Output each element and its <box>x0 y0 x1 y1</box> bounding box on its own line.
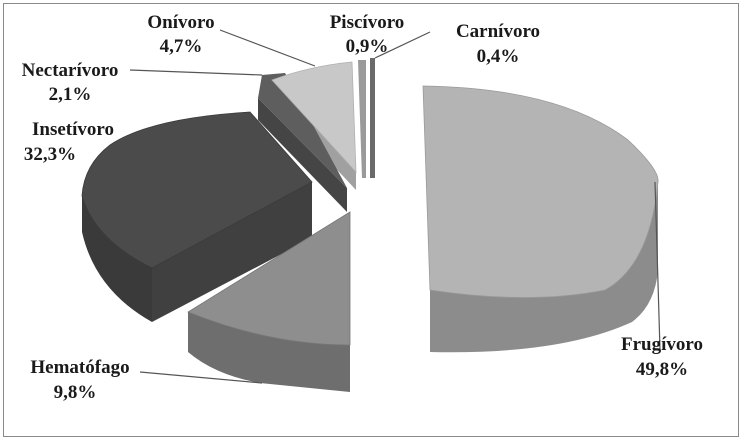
slice-tops <box>81 58 659 346</box>
label-value-nectarivoro: 2,1% <box>49 84 92 105</box>
leader-lines <box>129 29 661 384</box>
leader-onivoro <box>219 29 316 67</box>
label-name-frugivoro: Frugívoro <box>621 334 703 355</box>
label-name-insetivoro: Insetívoro <box>32 119 114 140</box>
leader-hematofago <box>139 371 263 384</box>
label-value-piscivoro: 0,9% <box>346 36 389 57</box>
label-value-onivoro: 4,7% <box>160 36 203 57</box>
slice-side-insetivoro-front <box>152 182 312 322</box>
slice-hematofago <box>187 211 351 346</box>
slice-carnivoro <box>370 58 375 178</box>
slice-insetivoro <box>81 111 313 269</box>
label-value-frugivoro: 49,8% <box>636 359 688 380</box>
slice-piscivoro <box>358 60 366 178</box>
label-value-hematofago: 9,8% <box>54 382 97 403</box>
label-name-carnivoro: Carnívoro <box>456 21 540 42</box>
label-value-insetivoro: 32,3% <box>24 144 76 165</box>
label-name-hematofago: Hematófago <box>30 357 129 378</box>
leader-frugivoro <box>654 181 661 351</box>
label-name-piscivoro: Piscívoro <box>330 12 405 33</box>
label-name-nectarivoro: Nectarívoro <box>22 60 119 81</box>
label-name-onivoro: Onívoro <box>147 12 214 33</box>
slice-labels: Onívoro 4,7% Piscívoro 0,9% Carnívoro 0,… <box>22 12 703 403</box>
leader-nectarivoro <box>129 69 263 76</box>
slice-frugivoro <box>422 85 659 298</box>
slice-side-hematofago <box>188 312 350 392</box>
label-value-carnivoro: 0,4% <box>477 46 520 67</box>
slice-nectarivoro <box>258 73 347 188</box>
slice-side-frugivoro <box>430 182 658 353</box>
leader-carnivoro <box>374 31 431 59</box>
slice-sides <box>82 80 658 392</box>
slice-side-nectarivoro <box>258 98 347 212</box>
slice-side-insetivoro <box>82 196 152 322</box>
slice-onivoro <box>271 61 357 174</box>
